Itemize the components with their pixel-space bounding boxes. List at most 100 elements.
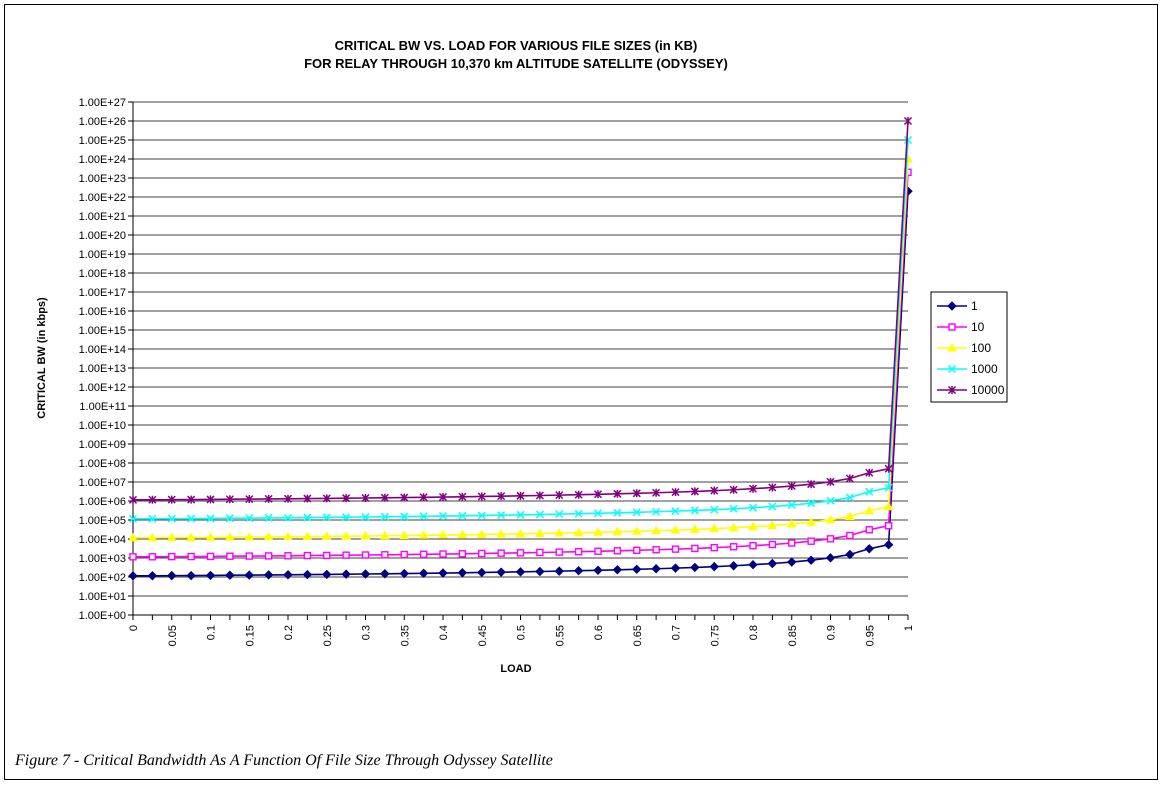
data-point (947, 385, 957, 395)
data-point (768, 502, 777, 511)
data-point (884, 483, 893, 492)
y-tick-label: 1.00E+22 (79, 192, 126, 204)
data-point (245, 495, 254, 504)
data-point (245, 514, 254, 523)
data-point (342, 494, 351, 503)
data-point (381, 551, 389, 559)
data-point (947, 342, 957, 352)
y-tick-label: 1.00E+00 (79, 610, 126, 622)
data-point (593, 565, 603, 575)
data-point (826, 535, 835, 543)
legend-item-10000: 10000 (937, 383, 1005, 397)
data-point (574, 548, 583, 556)
data-point (438, 530, 448, 539)
y-tick-label: 1.00E+07 (79, 477, 126, 489)
data-point (205, 532, 216, 541)
data-point (554, 528, 565, 537)
data-point (864, 544, 874, 554)
data-point (418, 530, 429, 539)
data-point (768, 540, 777, 549)
data-point (438, 492, 448, 502)
data-point (787, 557, 797, 567)
x-tick-label: 0.25 (322, 625, 334, 646)
data-point (749, 542, 757, 550)
data-point (516, 510, 525, 519)
data-point (302, 569, 313, 580)
data-point (380, 493, 389, 502)
data-point (342, 513, 351, 522)
data-point (167, 495, 176, 504)
data-point (748, 521, 758, 531)
data-point (535, 510, 544, 519)
data-point (399, 530, 410, 540)
y-tick-label: 1.00E+26 (79, 116, 126, 128)
data-point (710, 543, 718, 552)
x-tick-label: 0.5 (516, 625, 528, 640)
data-point (903, 116, 913, 126)
y-tick-label: 1.00E+12 (79, 382, 126, 394)
data-point (458, 511, 467, 520)
data-point (458, 550, 467, 558)
data-point (593, 527, 603, 536)
data-point (709, 523, 720, 533)
y-tick-label: 1.00E+15 (79, 325, 126, 337)
data-point (535, 528, 545, 537)
data-point (400, 550, 408, 559)
y-tick-label: 1.00E+21 (79, 211, 126, 223)
data-point (458, 492, 467, 501)
data-point (419, 493, 428, 502)
gridlines (133, 101, 908, 597)
data-point (167, 514, 176, 523)
data-point (419, 512, 428, 521)
y-tick-label: 1.00E+01 (79, 591, 126, 603)
data-point (884, 464, 893, 473)
y-tick-label: 1.00E+25 (79, 135, 126, 147)
data-point (535, 566, 545, 577)
data-point (322, 569, 332, 580)
data-point (400, 512, 409, 521)
x-tick-label: 0.15 (244, 625, 256, 646)
x-tick-label: 0.6 (593, 625, 605, 640)
data-point (690, 506, 699, 515)
series-1 (128, 186, 913, 581)
data-point (612, 565, 623, 575)
data-point (826, 477, 835, 486)
data-point (148, 514, 157, 523)
data-point (283, 570, 293, 580)
data-point (710, 505, 719, 514)
x-axis-ticks: 0 0.05 0.1 0.15 0.2 0.25 0.3 0.35 0.4 0.45 0.5 0.55… (128, 615, 915, 646)
data-point (457, 568, 468, 578)
legend-item-1: 1 (937, 299, 978, 313)
data-point (206, 495, 215, 504)
data-point (807, 499, 816, 508)
x-tick-label: 0.05 (167, 625, 179, 646)
data-point (555, 491, 564, 500)
data-point (477, 492, 486, 501)
data-point (767, 558, 778, 569)
data-point (728, 522, 739, 532)
data-point (671, 545, 680, 553)
chart-subtitle: FOR RELAY THROUGH 10,370 km ALTITUDE SAT… (304, 56, 728, 71)
data-point (788, 539, 796, 547)
data-point (748, 560, 758, 570)
data-point (670, 563, 681, 573)
data-point (497, 492, 506, 501)
data-point (631, 526, 642, 535)
data-point (476, 529, 487, 538)
data-point (671, 507, 680, 516)
data-point (690, 487, 699, 496)
data-point (303, 551, 312, 560)
data-point (225, 495, 234, 504)
data-point (342, 551, 350, 559)
legend-label: 100 (971, 341, 991, 355)
data-point (206, 514, 215, 523)
data-point (555, 548, 563, 556)
data-point (497, 511, 506, 520)
data-point (400, 493, 409, 502)
data-point (613, 508, 622, 517)
data-point (846, 531, 854, 540)
x-axis-label: LOAD (500, 663, 531, 675)
data-point (148, 495, 157, 504)
data-point (225, 532, 235, 541)
data-point (264, 513, 273, 522)
